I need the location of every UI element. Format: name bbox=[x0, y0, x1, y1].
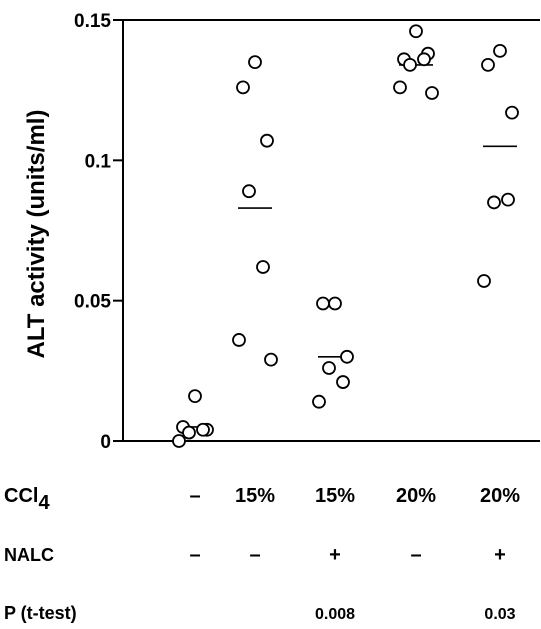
y-tick-label: 0.1 bbox=[85, 151, 112, 172]
p-value-cells: 0.008 0.03 bbox=[315, 606, 516, 623]
y-ticks: 0 0.05 0.1 0.15 bbox=[74, 11, 123, 453]
p-row-label: P (t-test) bbox=[4, 603, 77, 623]
y-tick-label: 0.15 bbox=[74, 11, 111, 32]
data-point bbox=[172, 434, 186, 448]
data-points bbox=[172, 24, 519, 448]
data-point bbox=[196, 422, 210, 437]
ccl4-cell: 15% bbox=[315, 485, 355, 507]
data-point bbox=[336, 375, 350, 389]
data-point bbox=[425, 86, 439, 100]
ccl4-cell: 15% bbox=[235, 485, 275, 507]
nalc-cell: + bbox=[494, 544, 506, 566]
p-value-cell: 0.03 bbox=[484, 606, 515, 623]
data-point bbox=[481, 58, 495, 72]
data-point bbox=[236, 80, 250, 95]
p-value-cell: 0.008 bbox=[315, 606, 355, 623]
y-tick-label: 0.05 bbox=[74, 292, 111, 313]
data-point bbox=[264, 352, 278, 367]
data-point bbox=[340, 349, 354, 364]
data-point bbox=[477, 274, 491, 288]
data-point bbox=[316, 296, 330, 311]
data-point bbox=[260, 133, 274, 148]
data-point bbox=[188, 389, 202, 403]
ccl4-cell: – bbox=[189, 485, 200, 507]
nalc-cell: – bbox=[249, 544, 260, 566]
data-point bbox=[409, 24, 423, 39]
ccl4-cell: 20% bbox=[396, 485, 436, 507]
data-point bbox=[232, 333, 246, 347]
nalc-cell: + bbox=[329, 544, 341, 566]
y-tick-label: 0 bbox=[100, 432, 111, 453]
ccl4-cell: 20% bbox=[480, 485, 520, 507]
y-axis-label: ALT activity (units/ml) bbox=[23, 110, 50, 359]
condition-table: CCl4 NALC P (t-test) – 15% 15% 20% 20% – – + – +… bbox=[4, 485, 520, 623]
data-point bbox=[505, 105, 519, 120]
data-point bbox=[487, 195, 501, 210]
nalc-cells: – – + – + bbox=[189, 544, 505, 566]
data-point bbox=[417, 52, 431, 67]
axes bbox=[122, 19, 540, 442]
nalc-cell: – bbox=[189, 544, 200, 566]
ccl4-label-main: CCl bbox=[4, 485, 38, 507]
data-point bbox=[493, 43, 507, 58]
data-point bbox=[312, 394, 326, 409]
ccl4-cells: – 15% 15% 20% 20% bbox=[189, 485, 520, 507]
nalc-cell: – bbox=[410, 544, 421, 566]
data-point bbox=[501, 192, 515, 207]
ccl4-row-label: CCl4 bbox=[4, 485, 50, 514]
data-point bbox=[393, 80, 407, 95]
data-point bbox=[242, 184, 256, 199]
data-point bbox=[182, 425, 196, 440]
data-point bbox=[248, 55, 262, 69]
data-point bbox=[403, 58, 417, 72]
ccl4-label-subscript: 4 bbox=[38, 492, 50, 514]
data-point bbox=[328, 296, 342, 311]
mean-markers bbox=[178, 64, 517, 428]
nalc-row-label: NALC bbox=[4, 545, 54, 565]
data-point bbox=[322, 361, 336, 375]
data-point bbox=[256, 260, 270, 274]
